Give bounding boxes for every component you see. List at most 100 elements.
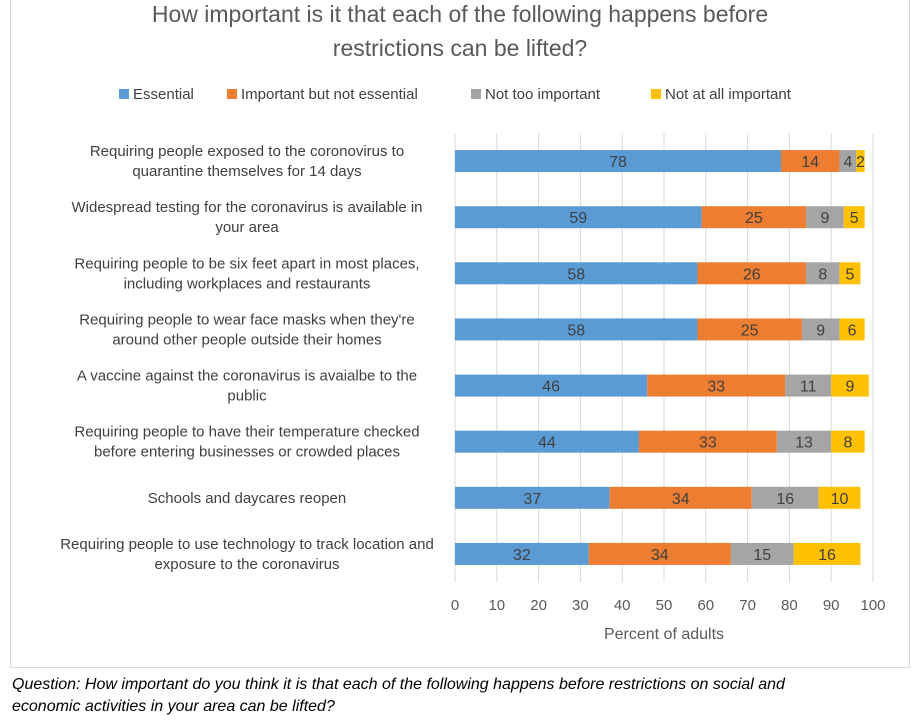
- bar-segment: [697, 262, 807, 285]
- bar-data-label: 10: [831, 491, 849, 508]
- gridlines: [454, 133, 874, 582]
- bar-segment: [730, 542, 794, 565]
- bar-segment: [701, 206, 807, 229]
- bar-data-label: 2: [856, 154, 865, 171]
- bar-segment: [839, 318, 865, 341]
- chart-title-line-2: restrictions can be lifted?: [333, 35, 587, 61]
- bar-data-label: 32: [513, 547, 531, 564]
- bar-segment: [793, 542, 861, 565]
- bar-data-label: 4: [843, 154, 852, 171]
- bar-data-label: 46: [542, 379, 560, 396]
- bar-segment: [785, 374, 832, 397]
- bar-segment: [843, 206, 865, 229]
- footnote-line-1: Question: How important do you think it …: [12, 676, 785, 693]
- x-axis-ticks: 0 10 20 30 40 50 60 70 80 90 100: [451, 597, 886, 614]
- bar-data-label: 8: [843, 435, 852, 452]
- question-footnote: Question: How important do you think it …: [12, 674, 917, 718]
- bar-segment: [697, 318, 802, 341]
- x-tick-label: 50: [656, 597, 673, 614]
- category-label: Requiring people to be six feet apart in…: [74, 255, 419, 292]
- category-label: Requiring people exposed to the coronovi…: [90, 143, 404, 180]
- category-label: Schools and daycares reopen: [148, 490, 346, 507]
- bar-data-label: 13: [795, 435, 813, 452]
- bar-data-label: 37: [523, 491, 541, 508]
- bar-data-label: 59: [569, 210, 587, 227]
- bar-data-label: 6: [848, 322, 857, 339]
- legend-swatch: [119, 89, 129, 99]
- bar-segment: [455, 206, 702, 229]
- bar-segment: [781, 150, 840, 173]
- bar-segment: [831, 374, 869, 397]
- bar-segment: [455, 262, 698, 285]
- category-label: Widespread testing for the coronavirus i…: [71, 199, 422, 236]
- legend-swatch: [471, 89, 481, 99]
- bar-data-label: 16: [776, 491, 794, 508]
- bar-data-label: 25: [745, 210, 763, 227]
- legend-label: Not at all important: [665, 86, 792, 103]
- bar-segment: [839, 262, 861, 285]
- x-tick-label: 70: [739, 597, 756, 614]
- bar-data-label: 5: [846, 266, 855, 283]
- chart-frame: [10, 0, 910, 668]
- category-label: Requiring people to use technology to tr…: [60, 536, 434, 573]
- bar-data-label: 11: [800, 379, 817, 396]
- bar-data-label: 78: [609, 154, 627, 171]
- bar-segment: [455, 150, 782, 173]
- x-axis-title: Percent of adults: [604, 626, 724, 643]
- bar-segment: [455, 318, 698, 341]
- bar-data-label: 33: [707, 379, 725, 396]
- x-tick-label: 100: [860, 597, 885, 614]
- bar-data-label: 44: [538, 435, 556, 452]
- x-tick-label: 10: [488, 597, 505, 614]
- legend-label: Not too important: [485, 86, 601, 103]
- bar-data-label: 5: [850, 210, 859, 227]
- bar-data-label: 34: [672, 491, 690, 508]
- legend-swatch: [651, 89, 661, 99]
- x-tick-label: 90: [823, 597, 840, 614]
- category-label: Requiring people to wear face masks when…: [79, 311, 415, 348]
- bar-data-label: 9: [816, 322, 825, 339]
- bar-segment: [455, 542, 589, 565]
- x-tick-label: 80: [781, 597, 798, 614]
- legend: Essential Important but not essential Not …: [119, 86, 792, 103]
- category-labels: Requiring people exposed to the coronovi…: [60, 143, 434, 573]
- bar-segment: [455, 374, 648, 397]
- bar-segment: [588, 542, 731, 565]
- bar-data-label: 25: [741, 322, 759, 339]
- category-label: Requiring people to have their temperatu…: [74, 424, 419, 461]
- bar-data-label: 34: [651, 547, 669, 564]
- bar-segment: [647, 374, 786, 397]
- bar-segment: [609, 486, 752, 509]
- bar-segment: [801, 318, 840, 341]
- legend-label: Important but not essential: [241, 86, 418, 103]
- x-tick-label: 40: [614, 597, 631, 614]
- x-tick-label: 30: [572, 597, 589, 614]
- footnote-line-2: economic activities in your area can be …: [12, 698, 335, 715]
- bar-data-label: 58: [567, 322, 585, 339]
- bar-segment: [831, 430, 865, 453]
- stacked-bar-chart: How important is it that each of the fol…: [60, 1, 886, 643]
- bar-segment: [776, 430, 832, 453]
- bar-data-label: 9: [846, 379, 855, 396]
- x-tick-label: 20: [530, 597, 547, 614]
- bar-data-label: 58: [567, 266, 585, 283]
- bar-data-label: 33: [699, 435, 717, 452]
- legend-label: Essential: [133, 86, 194, 103]
- legend-swatch: [227, 89, 237, 99]
- category-label: A vaccine against the coronavirus is ava…: [77, 368, 417, 405]
- bar-segment: [455, 430, 639, 453]
- bar-segment: [638, 430, 777, 453]
- bar-segment: [806, 206, 844, 229]
- bar-segment: [751, 486, 819, 509]
- bar-data-label: 26: [743, 266, 761, 283]
- bar-data-label: 9: [820, 210, 829, 227]
- bar-data-label: 16: [818, 547, 836, 564]
- bar-segment: [818, 486, 861, 509]
- bar-segment: [839, 150, 857, 173]
- x-tick-label: 0: [451, 597, 459, 614]
- bar-data-label: 14: [801, 154, 819, 171]
- bar-segment: [856, 150, 865, 173]
- x-tick-label: 60: [697, 597, 714, 614]
- bar-segment: [455, 486, 610, 509]
- bar-segment: [806, 262, 840, 285]
